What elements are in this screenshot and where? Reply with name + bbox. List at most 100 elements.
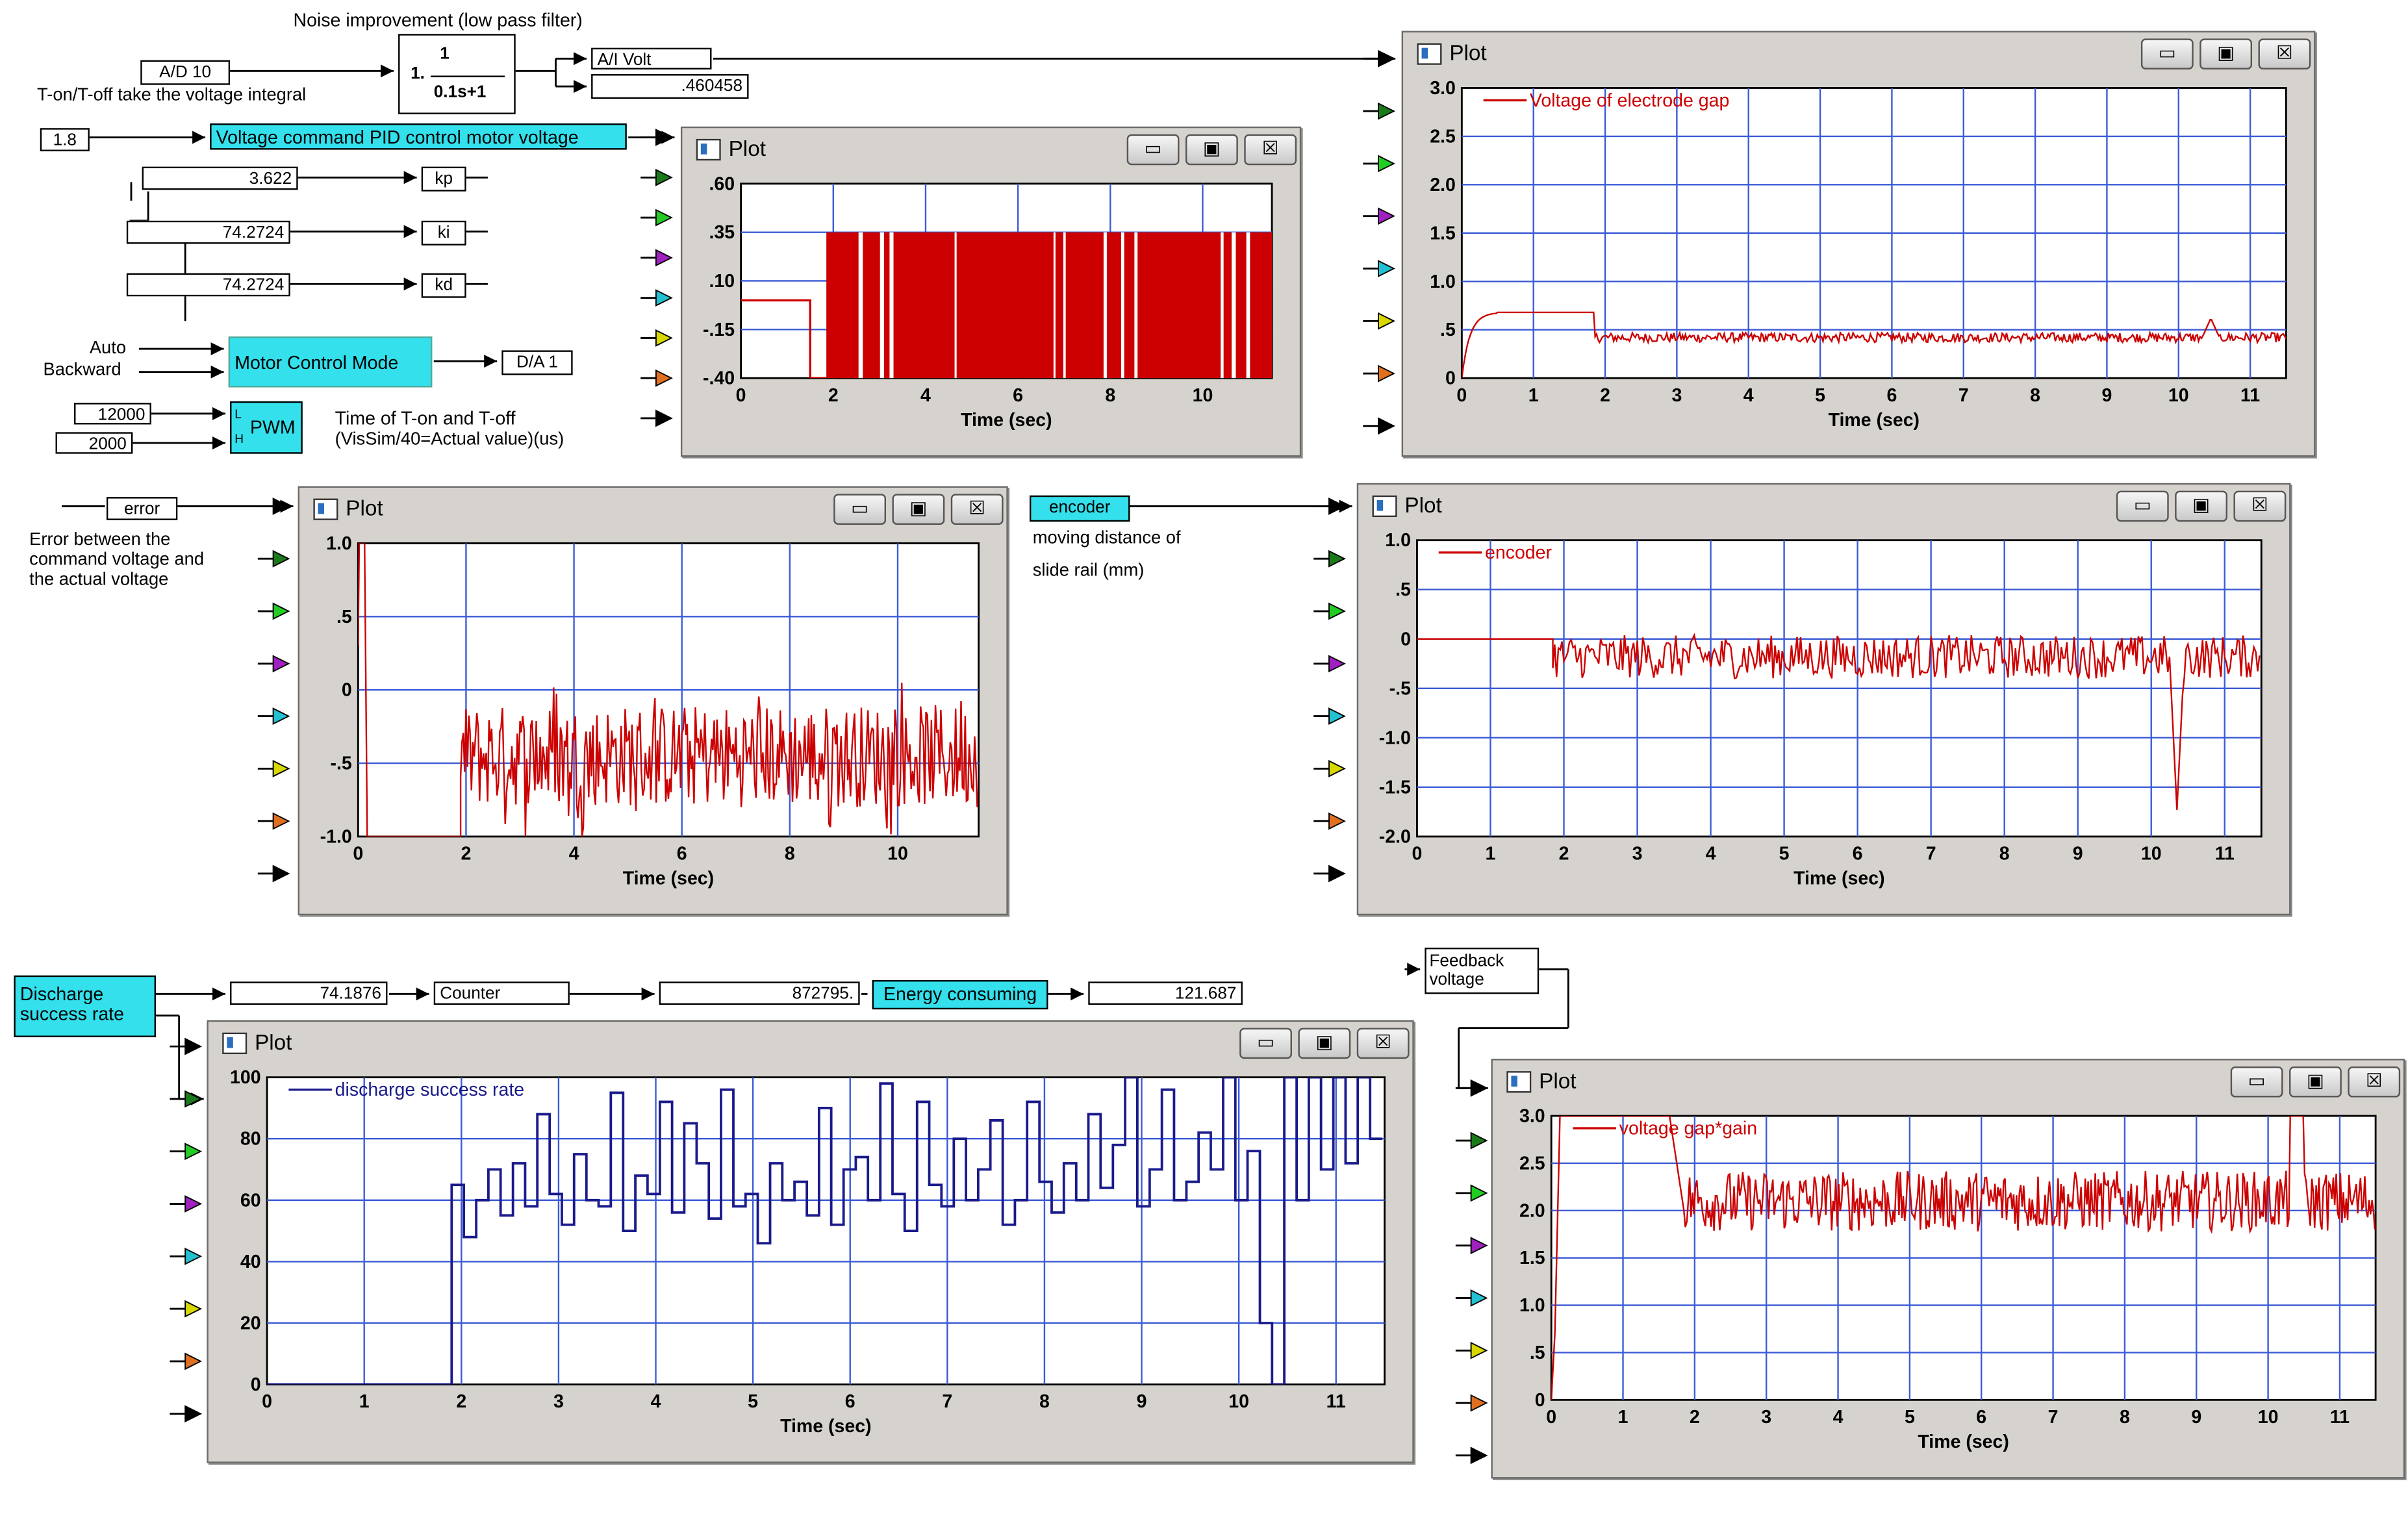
input-port-arrow[interactable] — [1363, 207, 1395, 225]
input-port-arrow[interactable] — [257, 812, 290, 830]
input-port-arrow[interactable] — [1313, 549, 1346, 568]
restore-button[interactable]: ▣ — [1298, 1028, 1351, 1059]
input-port-arrow[interactable] — [170, 1352, 203, 1370]
ai-volt-block[interactable]: A/I Volt — [591, 47, 712, 69]
restore-button[interactable]: ▣ — [2289, 1066, 2342, 1098]
input-port-arrow[interactable] — [257, 864, 290, 883]
input-port-arrow[interactable] — [1455, 1237, 1488, 1255]
input-port-arrow[interactable] — [640, 168, 673, 186]
plot-window-icon[interactable] — [696, 138, 721, 161]
ad10-block[interactable]: A/D 10 — [140, 60, 231, 85]
input-port-arrow[interactable] — [1363, 102, 1395, 120]
plot-window-discharge-rate[interactable]: Plot ▭ ▣ ☒ 0 1 2 3 4 5 6 7 8 9 10 11 100 80 60 40 20 0 Time (s… — [207, 1020, 1414, 1463]
input-port-arrow[interactable] — [170, 1300, 203, 1318]
input-port-arrow[interactable] — [1363, 312, 1395, 330]
plot-window-icon[interactable] — [313, 498, 338, 520]
minimize-button[interactable]: ▭ — [2230, 1066, 2283, 1098]
input-port-arrow[interactable] — [170, 1037, 203, 1055]
input-port-arrow[interactable] — [1363, 260, 1395, 277]
input-port-arrow[interactable] — [170, 1247, 203, 1265]
input-port-arrow[interactable] — [640, 329, 673, 347]
input-port-arrow[interactable] — [640, 369, 673, 387]
input-port-arrow[interactable] — [1455, 1446, 1488, 1465]
input-port-arrow[interactable] — [1455, 1184, 1488, 1202]
discharge-success-rate-block[interactable]: Discharge success rate — [14, 975, 157, 1037]
input-port-arrow[interactable] — [257, 655, 290, 673]
input-port-arrow[interactable] — [257, 602, 290, 620]
pwm-block[interactable]: L H PWM — [230, 401, 303, 454]
kp-slider-value[interactable]: 3.622 — [142, 166, 298, 190]
input-port-arrow[interactable] — [1313, 498, 1346, 515]
kp-block[interactable]: kp — [421, 166, 466, 192]
input-port-arrow[interactable] — [1455, 1131, 1488, 1150]
plot-titlebar[interactable]: Plot ▭ ▣ ☒ — [299, 488, 1006, 528]
close-button[interactable]: ☒ — [1244, 134, 1297, 166]
ki-block[interactable]: ki — [421, 220, 466, 246]
input-port-arrow[interactable] — [1313, 864, 1346, 883]
plot-window-error[interactable]: Plot ▭ ▣ ☒ 0 2 4 6 8 10 1.0 .5 0 -.5 -1.0 Time (sec) — [298, 486, 1008, 916]
minimize-button[interactable]: ▭ — [1126, 134, 1180, 166]
close-button[interactable]: ☒ — [1356, 1028, 1410, 1059]
input-port-arrow[interactable] — [640, 249, 673, 267]
input-port-arrow[interactable] — [640, 129, 673, 146]
input-port-arrow[interactable] — [1313, 759, 1346, 777]
motor-control-mode-block[interactable]: Motor Control Mode — [228, 336, 433, 388]
input-port-arrow[interactable] — [257, 707, 290, 725]
plot-window-icon[interactable] — [1372, 495, 1397, 518]
plot-titlebar[interactable]: Plot ▭ ▣ ☒ — [682, 128, 1300, 168]
da1-block[interactable]: D/A 1 — [501, 350, 573, 375]
input-port-arrow[interactable] — [1455, 1289, 1488, 1307]
close-button[interactable]: ☒ — [2233, 490, 2287, 522]
plot-titlebar[interactable]: Plot ▭ ▣ ☒ — [1493, 1061, 2403, 1101]
input-port-arrow[interactable] — [1455, 1394, 1488, 1412]
input-port-arrow[interactable] — [1455, 1079, 1488, 1097]
counter-block[interactable]: Counter — [433, 981, 570, 1005]
input-port-arrow[interactable] — [1363, 49, 1395, 68]
toff-value[interactable]: 2000 — [55, 432, 133, 454]
plot-window-encoder[interactable]: Plot ▭ ▣ ☒ 0 1 2 3 4 5 6 7 8 9 10 11 1.0 .5 0 -.5 -1.0 -1.5 -2… — [1356, 483, 2291, 916]
plot-titlebar[interactable]: Plot ▭ ▣ ☒ — [209, 1022, 1413, 1062]
pid-control-block[interactable]: Voltage command PID control motor voltag… — [210, 123, 627, 150]
plot-titlebar[interactable]: Plot ▭ ▣ ☒ — [1403, 32, 2314, 73]
minimize-button[interactable]: ▭ — [1239, 1028, 1292, 1059]
error-block[interactable]: error — [106, 497, 178, 520]
plot-window-electrode-gap[interactable]: Plot ▭ ▣ ☒ 0 1 2 3 4 5 6 7 8 9 10 11 3.0 2.5 2.0 1.5 1.0 .5 0 T… — [1401, 31, 2316, 457]
input-port-arrow[interactable] — [1363, 364, 1395, 383]
input-port-arrow[interactable] — [170, 1142, 203, 1161]
close-button[interactable]: ☒ — [2258, 38, 2311, 69]
plot-window-icon[interactable] — [1506, 1071, 1532, 1093]
input-port-arrow[interactable] — [1313, 655, 1346, 673]
input-port-arrow[interactable] — [170, 1090, 203, 1108]
input-port-arrow[interactable] — [640, 208, 673, 227]
restore-button[interactable]: ▣ — [2199, 38, 2253, 69]
input-port-arrow[interactable] — [1363, 155, 1395, 173]
plot-window-icon[interactable] — [1417, 43, 1442, 65]
restore-button[interactable]: ▣ — [2175, 490, 2228, 522]
plot-window-icon[interactable] — [222, 1032, 247, 1055]
encoder-block[interactable]: encoder — [1029, 495, 1130, 522]
plot-window-pwm[interactable]: Plot ▭ ▣ ☒ 0 2 4 6 8 10 .60 .35 .10 -.15 -.40 Time (sec… — [680, 126, 1302, 457]
input-port-arrow[interactable] — [1455, 1341, 1488, 1359]
input-port-arrow[interactable] — [170, 1405, 203, 1423]
input-port-arrow[interactable] — [1363, 417, 1395, 435]
minimize-button[interactable]: ▭ — [833, 494, 886, 525]
restore-button[interactable]: ▣ — [892, 494, 945, 525]
restore-button[interactable]: ▣ — [1185, 134, 1238, 166]
input-port-arrow[interactable] — [257, 759, 290, 777]
kd-block[interactable]: kd — [421, 273, 466, 298]
plot-titlebar[interactable]: Plot ▭ ▣ ☒ — [1358, 485, 2289, 525]
input-port-arrow[interactable] — [170, 1195, 203, 1213]
transfer-function-block[interactable]: 1 1. 0.1s+1 — [398, 34, 516, 114]
minimize-button[interactable]: ▭ — [2116, 490, 2169, 522]
input-port-arrow[interactable] — [640, 409, 673, 427]
input-port-arrow[interactable] — [257, 498, 290, 515]
close-button[interactable]: ☒ — [2348, 1066, 2401, 1098]
input-port-arrow[interactable] — [640, 289, 673, 307]
kd-slider-value[interactable]: 74.2724 — [126, 273, 290, 297]
close-button[interactable]: ☒ — [950, 494, 1004, 525]
input-port-arrow[interactable] — [1313, 812, 1346, 830]
input-port-arrow[interactable] — [1313, 707, 1346, 725]
plot-window-gap-gain[interactable]: Plot ▭ ▣ ☒ 0 1 2 3 4 5 6 7 8 9 10 11 3.0 2.5 2.0 1.5 1.0 .5 0 T… — [1491, 1059, 2405, 1479]
input-port-arrow[interactable] — [1313, 602, 1346, 620]
ki-slider-value[interactable]: 74.2724 — [126, 220, 290, 244]
